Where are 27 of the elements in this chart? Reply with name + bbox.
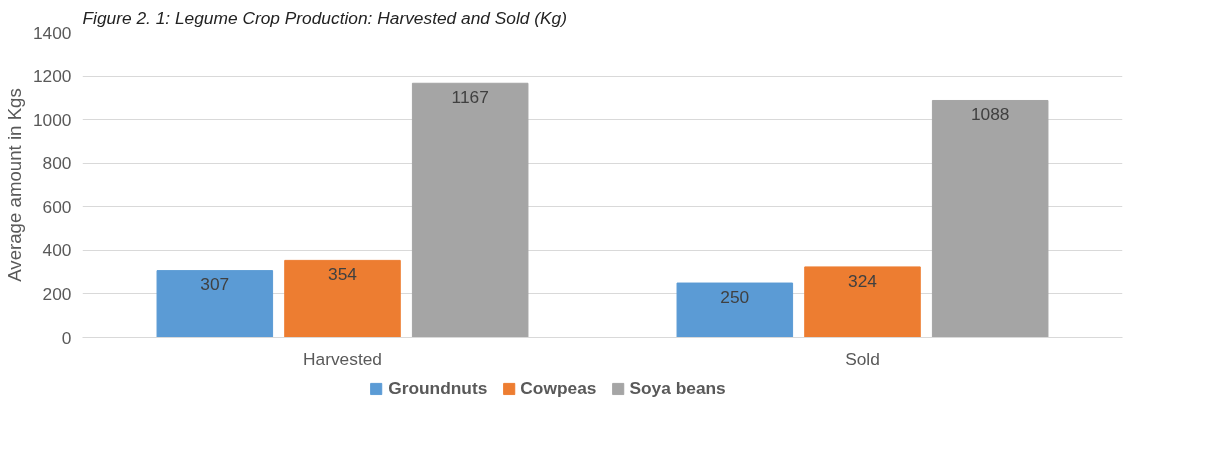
data-label: 250: [720, 286, 750, 307]
legend-label: Soya beans: [629, 377, 726, 399]
data-label: 1167: [451, 86, 489, 107]
chart-title: Figure 2. 1: Legume Crop Production: Harvested and Sold (Kg): [82, 7, 567, 28]
y-tick-label: 1200: [32, 66, 72, 87]
bar: [156, 270, 274, 338]
y-tick-label: 400: [42, 240, 72, 261]
y-tick-label: 800: [42, 153, 72, 174]
data-label: 324: [848, 270, 878, 291]
data-label: 307: [200, 274, 230, 295]
data-label: 1088: [970, 104, 1010, 125]
y-tick-label: 600: [42, 196, 72, 217]
y-tick-label: 1000: [32, 109, 72, 130]
y-axis-title: Average amount in Kgs: [3, 88, 25, 282]
y-tick-label: 1400: [32, 22, 72, 43]
x-tick-label: Harvested: [303, 348, 382, 369]
bar: [411, 82, 529, 338]
bar: [804, 266, 921, 338]
x-tick-label: Sold: [845, 348, 880, 369]
bar: [676, 282, 794, 338]
data-label: 354: [328, 264, 358, 285]
bar: [931, 99, 1049, 338]
legend-label: Groundnuts: [388, 377, 488, 399]
y-tick-label: 0: [61, 327, 72, 348]
bar: [284, 259, 401, 338]
legend-label: Cowpeas: [520, 377, 597, 399]
y-tick-label: 200: [42, 283, 72, 304]
